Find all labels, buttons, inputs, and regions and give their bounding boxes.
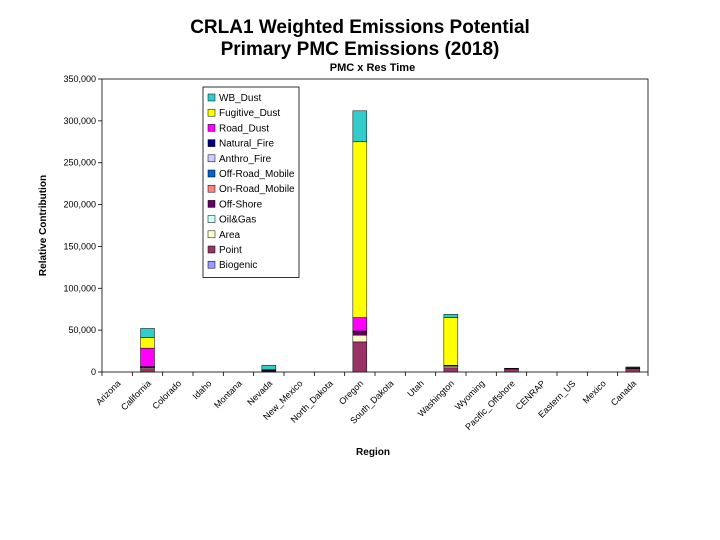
x-axis-title: Region	[356, 447, 390, 458]
legend-swatch	[207, 108, 216, 117]
bar-segment-off-shore	[504, 367, 519, 370]
y-tick-label: 0	[91, 367, 96, 377]
chart-subtitle: PMC x Res Time	[329, 62, 416, 74]
legend-label: Point	[219, 245, 242, 256]
y-tick-label: 300,000	[63, 116, 96, 126]
bar-segment-road-dust	[140, 347, 155, 367]
bar-segment-area	[352, 334, 368, 343]
legend-swatch	[207, 139, 216, 147]
bar-segment-off-shore	[625, 366, 641, 369]
legend-swatch	[207, 169, 216, 178]
bar-segment-wb-dust	[140, 328, 155, 338]
x-tick-label: Colorado	[150, 378, 183, 411]
legend-swatch	[207, 230, 216, 239]
x-tick-label: Mexico	[581, 378, 608, 405]
bar-segment-point	[625, 368, 641, 373]
bar-segment-point	[443, 367, 459, 373]
legend-swatch	[207, 245, 216, 254]
legend-label: Fugitive_Dust	[219, 108, 280, 119]
legend-box	[202, 86, 300, 278]
bar-segment-fugitive-dust	[443, 317, 459, 366]
x-tick-label: Utah	[405, 378, 426, 399]
chart-title-line2: Primary PMC Emissions (2018)	[220, 39, 500, 60]
x-tick-label: Idaho	[191, 378, 214, 401]
legend-label: Biogenic	[219, 260, 257, 271]
y-tick-label: 350,000	[63, 74, 96, 84]
y-tick-label: 200,000	[63, 200, 96, 210]
legend-label: Oil&Gas	[219, 215, 256, 226]
plot-area	[101, 78, 649, 373]
legend-swatch	[207, 215, 216, 223]
legend-swatch	[207, 124, 216, 132]
chart-title: CRLA1 Weighted Emissions Potential	[190, 17, 530, 38]
bar-segment-off-shore	[352, 331, 368, 336]
x-tick-label: California	[119, 378, 153, 412]
legend-label: Off-Shore	[219, 199, 263, 210]
bar-segment-wb-dust	[443, 313, 459, 318]
x-tick-label: Arizona	[94, 378, 123, 407]
legend-swatch	[207, 93, 216, 102]
bar-segment-point	[140, 368, 155, 373]
bar-segment-fugitive-dust	[140, 337, 155, 349]
bar-segment-wb-dust	[352, 110, 368, 143]
y-tick-label: 50,000	[68, 325, 96, 335]
legend-label: Off-Road_Mobile	[219, 169, 295, 180]
y-tick-label: 150,000	[63, 241, 96, 251]
x-tick-label: Canada	[609, 378, 638, 407]
x-tick-label: Montana	[212, 378, 244, 410]
legend-label: Anthro_Fire	[219, 154, 272, 165]
legend-label: Area	[219, 230, 241, 241]
legend-label: Natural_Fire	[219, 139, 274, 150]
bar-segment-point	[504, 369, 519, 373]
bar-segment-fugitive-dust	[352, 141, 368, 318]
legend-label: WB_Dust	[219, 93, 261, 104]
y-tick-label: 250,000	[63, 158, 96, 168]
legend-label: On-Road_Mobile	[219, 184, 295, 195]
bar-segment-point	[352, 341, 368, 373]
y-tick-label: 100,000	[63, 283, 96, 293]
bar-segment-road-dust	[352, 317, 368, 332]
legend-label: Road_Dust	[219, 123, 269, 134]
x-tick-label: Nevada	[245, 378, 274, 407]
legend-swatch	[207, 260, 216, 269]
y-axis-title: Relative Contribution	[38, 175, 49, 276]
legend-swatch	[207, 154, 216, 163]
legend-swatch	[207, 200, 216, 208]
legend-swatch	[207, 184, 216, 193]
x-tick-label: Oregon	[337, 378, 365, 406]
bar-segment-wb-dust	[261, 364, 277, 370]
